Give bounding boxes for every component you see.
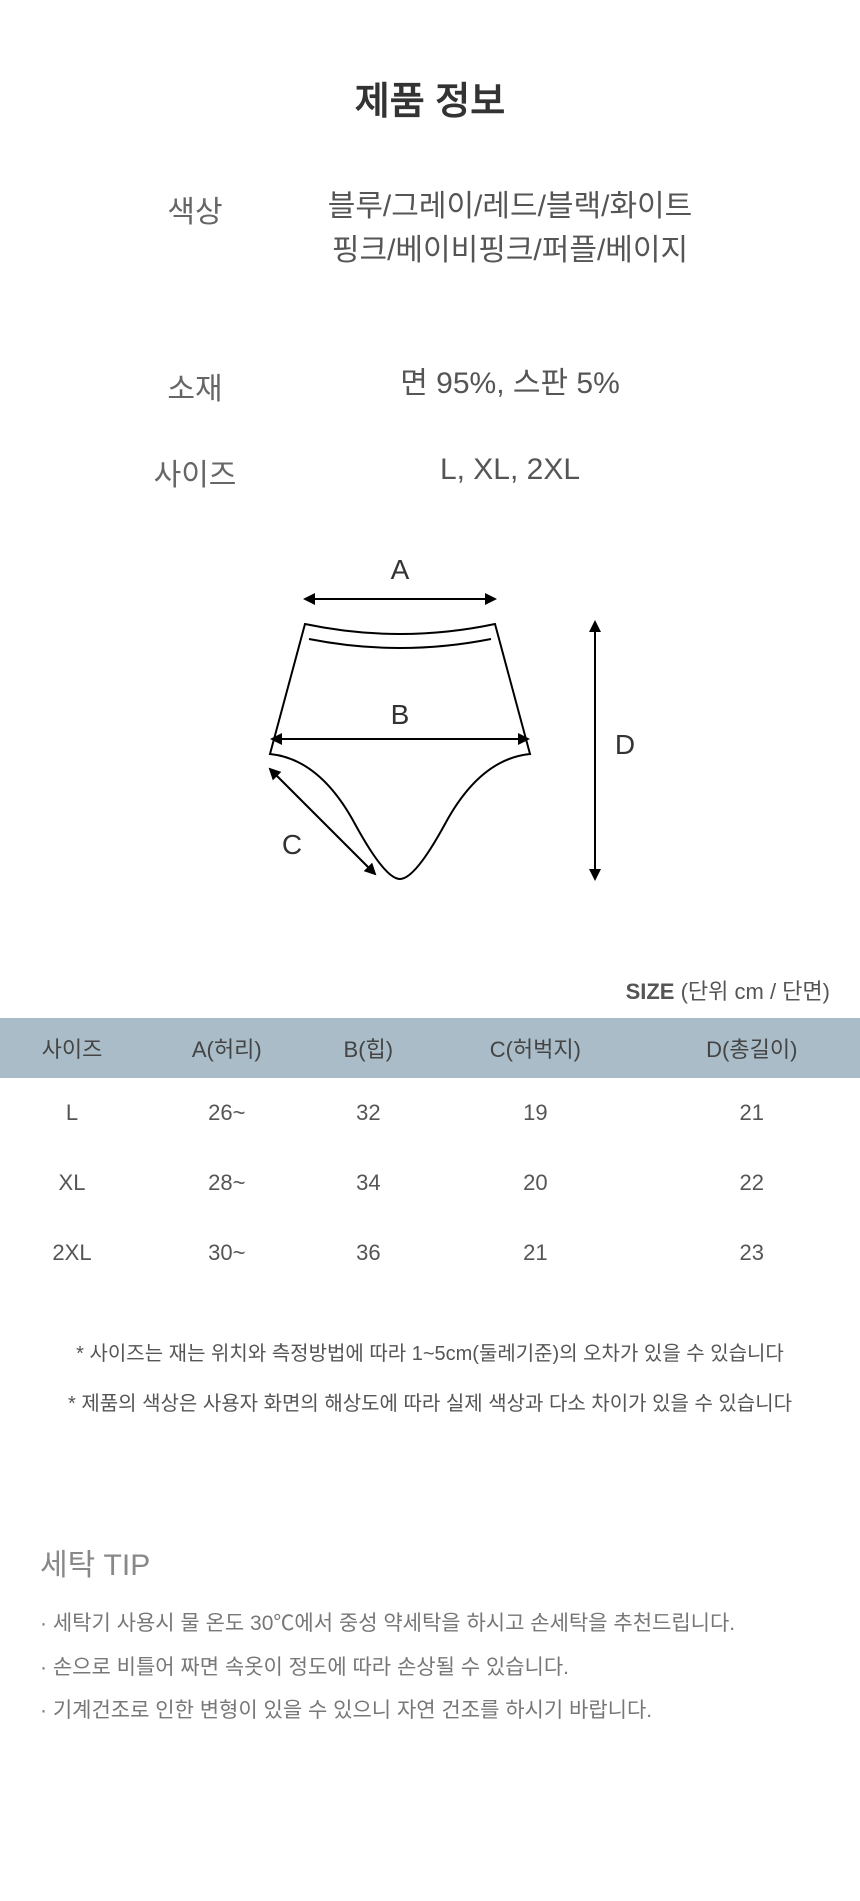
size-caption-bold: SIZE bbox=[626, 979, 675, 1004]
size-caption-rest: (단위 cm / 단면) bbox=[674, 979, 830, 1004]
material-label: 소재 bbox=[100, 362, 290, 408]
info-row-color: 색상 블루/그레이/레드/블랙/화이트 핑크/베이비핑크/퍼플/베이지 bbox=[100, 185, 760, 272]
size-cell: L bbox=[0, 1078, 144, 1148]
size-cell: 23 bbox=[644, 1218, 860, 1288]
color-value-line1: 블루/그레이/레드/블랙/화이트 bbox=[328, 190, 693, 223]
info-row-size: 사이즈 L, XL, 2XL bbox=[100, 448, 760, 494]
diagram-wrap: A B C D bbox=[0, 544, 860, 914]
note-line: * 제품의 색상은 사용자 화면의 해상도에 따라 실제 색상과 다소 차이가 … bbox=[40, 1388, 820, 1420]
size-cell: 26~ bbox=[144, 1078, 310, 1148]
size-col-header: D(총길이) bbox=[644, 1018, 860, 1078]
size-cell: 30~ bbox=[144, 1218, 310, 1288]
size-col-header: B(힙) bbox=[310, 1018, 428, 1078]
size-label: 사이즈 bbox=[100, 448, 290, 494]
size-table-header-row: 사이즈 A(허리) B(힙) C(허벅지) D(총길이) bbox=[0, 1018, 860, 1078]
color-value: 블루/그레이/레드/블랙/화이트 핑크/베이비핑크/퍼플/베이지 bbox=[290, 185, 760, 272]
garment-diagram: A B C D bbox=[200, 544, 660, 914]
size-col-header: C(허벅지) bbox=[427, 1018, 643, 1078]
diagram-label-d: D bbox=[615, 729, 635, 760]
page-title: 제품 정보 bbox=[0, 70, 860, 125]
info-row-material: 소재 면 95%, 스판 5% bbox=[100, 362, 760, 408]
size-cell: XL bbox=[0, 1148, 144, 1218]
size-value: L, XL, 2XL bbox=[290, 448, 760, 492]
size-caption: SIZE (단위 cm / 단면) bbox=[0, 974, 860, 1018]
size-cell: 22 bbox=[644, 1148, 860, 1218]
wash-item: · 손으로 비틀어 짜면 속옷이 정도에 따라 손상될 수 있습니다. bbox=[40, 1650, 820, 1686]
size-col-header: 사이즈 bbox=[0, 1018, 144, 1078]
product-info-block: 색상 블루/그레이/레드/블랙/화이트 핑크/베이비핑크/퍼플/베이지 소재 면… bbox=[0, 185, 860, 494]
diagram-label-a: A bbox=[391, 554, 410, 585]
table-row: 2XL 30~ 36 21 23 bbox=[0, 1218, 860, 1288]
size-cell: 2XL bbox=[0, 1218, 144, 1288]
table-row: L 26~ 32 19 21 bbox=[0, 1078, 860, 1148]
note-line: * 사이즈는 재는 위치와 측정방법에 따라 1~5cm(둘레기준)의 오차가 … bbox=[40, 1338, 820, 1370]
size-cell: 32 bbox=[310, 1078, 428, 1148]
size-cell: 36 bbox=[310, 1218, 428, 1288]
table-row: XL 28~ 34 20 22 bbox=[0, 1148, 860, 1218]
notes-block: * 사이즈는 재는 위치와 측정방법에 따라 1~5cm(둘레기준)의 오차가 … bbox=[40, 1338, 820, 1420]
size-cell: 20 bbox=[427, 1148, 643, 1218]
diagram-label-c: C bbox=[282, 829, 302, 860]
wash-item: · 세탁기 사용시 물 온도 30℃에서 중성 약세탁을 하시고 손세탁을 추천… bbox=[40, 1606, 820, 1642]
wash-title: 세탁 TIP bbox=[40, 1540, 820, 1584]
size-table: 사이즈 A(허리) B(힙) C(허벅지) D(총길이) L 26~ 32 19… bbox=[0, 1018, 860, 1288]
color-label: 색상 bbox=[100, 185, 290, 231]
size-cell: 28~ bbox=[144, 1148, 310, 1218]
size-cell: 19 bbox=[427, 1078, 643, 1148]
size-cell: 34 bbox=[310, 1148, 428, 1218]
size-col-header: A(허리) bbox=[144, 1018, 310, 1078]
material-value: 면 95%, 스판 5% bbox=[290, 362, 760, 406]
color-value-line2: 핑크/베이비핑크/퍼플/베이지 bbox=[332, 234, 688, 267]
size-cell: 21 bbox=[644, 1078, 860, 1148]
size-cell: 21 bbox=[427, 1218, 643, 1288]
wash-section: 세탁 TIP · 세탁기 사용시 물 온도 30℃에서 중성 약세탁을 하시고 … bbox=[0, 1540, 860, 1797]
diagram-label-b: B bbox=[391, 699, 410, 730]
wash-item: · 기계건조로 인한 변형이 있을 수 있으니 자연 건조를 하시기 바랍니다. bbox=[40, 1693, 820, 1729]
